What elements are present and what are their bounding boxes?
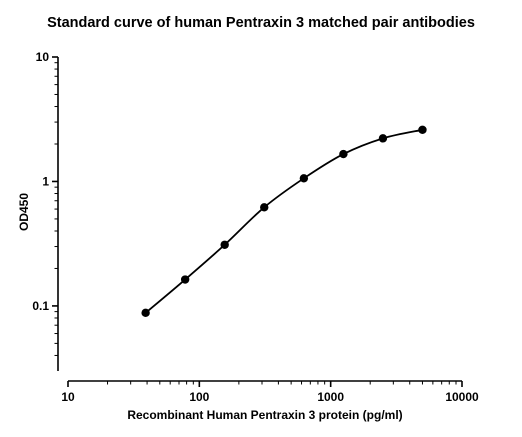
- y-tick-label: 1: [42, 174, 49, 188]
- data-point: [378, 134, 388, 143]
- data-point: [141, 308, 150, 318]
- x-tick-label: 100: [189, 390, 209, 404]
- data-point: [299, 174, 309, 183]
- tick-labels: 10 100 1000 10000 0.1 1 10: [32, 50, 479, 404]
- x-axis-label: Recombinant Human Pentraxin 3 protein (p…: [127, 408, 402, 422]
- data-point: [220, 240, 229, 249]
- data-point: [180, 275, 190, 284]
- data-point: [418, 125, 427, 135]
- x-tick-label: 10: [61, 390, 75, 404]
- data-points: [141, 125, 427, 318]
- axes: [52, 56, 463, 387]
- x-tick-label: 1000: [317, 390, 344, 404]
- fit-curve: [145, 128, 423, 314]
- data-point: [339, 149, 348, 159]
- data-point: [260, 203, 269, 212]
- chart-title: Standard curve of human Pentraxin 3 matc…: [47, 15, 475, 31]
- y-tick-label: 0.1: [32, 299, 49, 313]
- y-axis-label: OD450: [17, 193, 31, 231]
- x-tick-label: 10000: [445, 390, 479, 404]
- y-tick-label: 10: [36, 50, 50, 64]
